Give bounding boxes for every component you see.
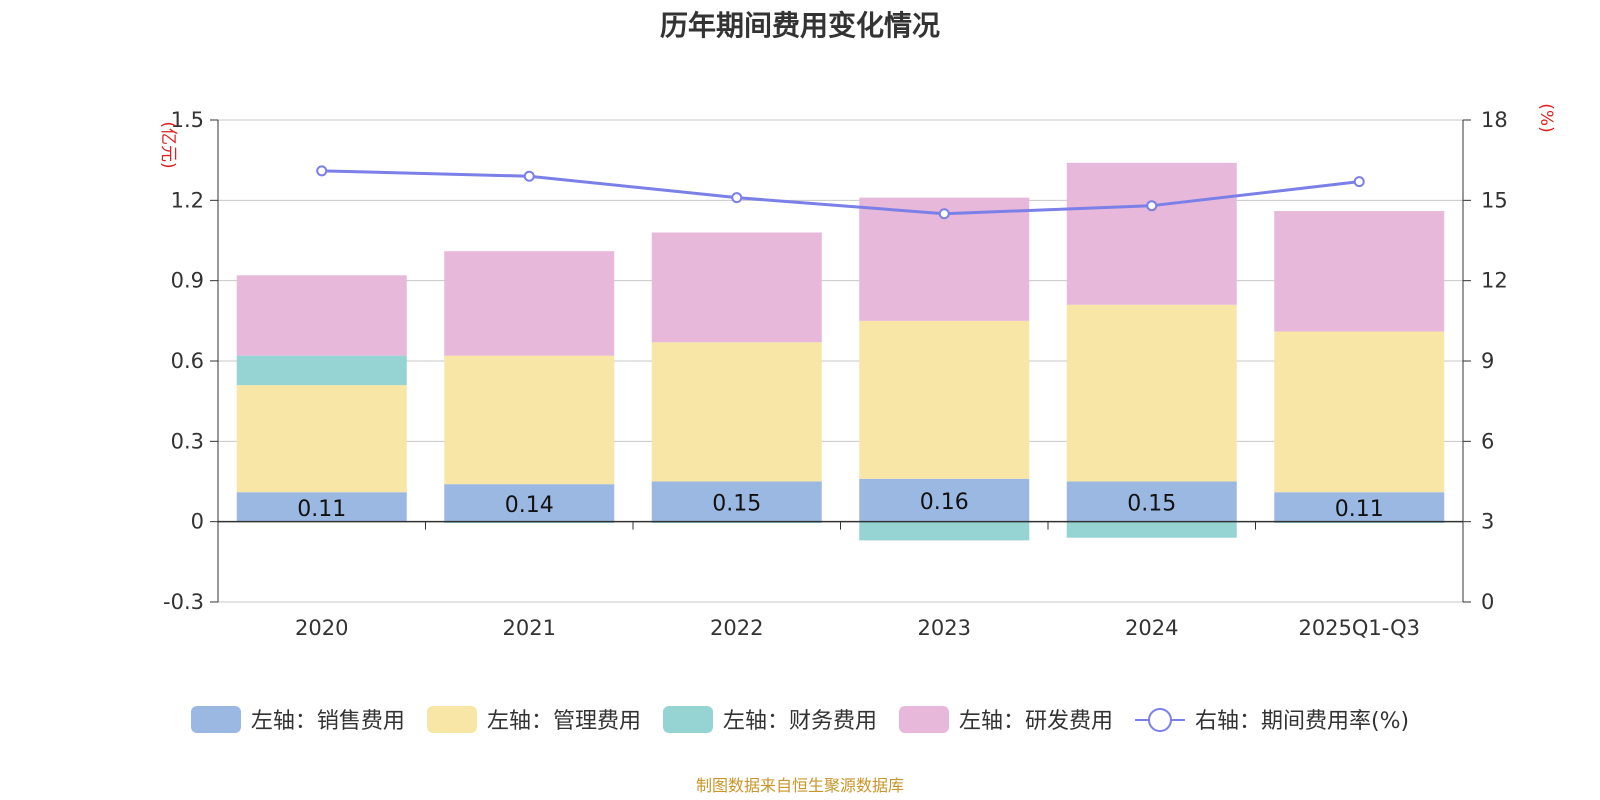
legend-swatch <box>898 705 949 733</box>
label-layer: 0.11 0.14 0.15 0.16 0.15 0.11 <box>297 490 1383 522</box>
right-tick-label: 18 <box>1481 108 1508 132</box>
bar-segment <box>1274 211 1445 332</box>
data-label: 0.14 <box>505 493 554 518</box>
rate-point <box>731 192 743 204</box>
bar-segment <box>236 492 407 522</box>
rate-point <box>1353 176 1365 188</box>
x-tick-label: 2022 <box>710 616 763 640</box>
chart-title: 历年期间费用变化情况 <box>659 9 940 42</box>
left-tick-label: 0.9 <box>171 269 204 293</box>
bar-segment <box>1066 162 1237 305</box>
legend-swatch <box>426 705 477 733</box>
data-label: 0.11 <box>297 497 346 522</box>
source-note: 制图数据来自恒生聚源数据库 <box>695 776 904 795</box>
x-tick-label: 2020 <box>295 616 348 640</box>
left-tick-label: 1.5 <box>171 108 204 132</box>
legend-swatch <box>662 705 713 733</box>
x-tick-label: 2024 <box>1125 616 1178 640</box>
bar-segment <box>236 275 407 356</box>
legend-item[interactable]: 左轴：财务费用 <box>662 703 877 735</box>
rate-point <box>1146 200 1158 212</box>
line-layer <box>316 165 1365 220</box>
legend-label: 左轴：销售费用 <box>250 709 405 734</box>
right-tick-label: 0 <box>1481 590 1494 614</box>
bar-segment <box>1274 492 1445 522</box>
bar-segment <box>444 251 615 356</box>
data-label: 0.15 <box>1127 492 1176 517</box>
left-tick-label: 0.6 <box>171 349 204 373</box>
rate-point <box>316 165 328 177</box>
bar-segment <box>444 484 615 522</box>
right-tick-label: 15 <box>1481 188 1508 212</box>
legend-label: 左轴：财务费用 <box>722 709 877 734</box>
legend-item[interactable]: 右轴：期间费用率(%) <box>1134 703 1410 735</box>
bar-segment <box>651 481 822 522</box>
bar-segment <box>236 385 407 493</box>
x-tick-label: 2023 <box>918 616 971 640</box>
left-tick-label: 1.2 <box>171 188 204 212</box>
legend-swatch <box>190 705 241 733</box>
bar-segment <box>651 232 822 343</box>
bar-segment <box>859 320 1030 479</box>
rate-line <box>321 169 1360 216</box>
legend: 左轴：销售费用 左轴：管理费用 左轴：财务费用 左轴：研发费用 右轴：期间费用率(%) <box>0 703 1600 735</box>
chart-canvas: -0.3 0 0.3 0.6 0.9 1.2 1.5 0 3 6 9 12 15 18 (亿元) (%) 202… <box>158 103 1556 640</box>
axis-layer: -0.3 0 0.3 0.6 0.9 1.2 1.5 0 3 6 9 12 15 18 (亿元) (%) 202… <box>158 103 1556 640</box>
left-tick-label: -0.3 <box>163 590 204 614</box>
right-tick-label: 12 <box>1481 269 1508 293</box>
bar-segment <box>859 521 1030 541</box>
x-tick-label: 2025Q1-Q3 <box>1298 616 1420 640</box>
bar-segment <box>1066 521 1237 538</box>
legend-label: 左轴：研发费用 <box>958 709 1113 734</box>
right-tick-label: 9 <box>1481 349 1494 373</box>
data-label: 0.16 <box>920 490 969 515</box>
data-label: 0.11 <box>1335 497 1384 522</box>
left-tick-label: 0.3 <box>171 429 204 453</box>
bar-segment <box>1274 331 1445 493</box>
right-axis-unit: (%) <box>1536 103 1556 132</box>
rate-point <box>938 208 950 220</box>
legend-label: 右轴：期间费用率(%) <box>1194 709 1410 734</box>
bar-segment <box>236 355 407 386</box>
bar-segment <box>1066 304 1237 482</box>
bar-segment <box>1066 481 1237 522</box>
legend-label: 左轴：管理费用 <box>486 709 641 734</box>
legend-item[interactable]: 左轴：研发费用 <box>898 703 1113 735</box>
data-label: 0.15 <box>712 492 761 517</box>
legend-line-swatch <box>1134 706 1185 733</box>
right-tick-label: 6 <box>1481 429 1494 453</box>
bar-segment <box>651 342 822 482</box>
x-tick-label: 2021 <box>503 616 556 640</box>
bar-segment <box>444 355 615 485</box>
bar-segment <box>859 478 1030 522</box>
rate-point <box>523 170 535 182</box>
legend-item[interactable]: 左轴：销售费用 <box>190 703 405 735</box>
right-tick-label: 3 <box>1481 510 1494 534</box>
left-axis-unit: (亿元) <box>158 121 178 168</box>
left-tick-label: 0 <box>191 510 204 534</box>
bar-layer <box>236 162 1445 541</box>
legend-item[interactable]: 左轴：管理费用 <box>426 703 641 735</box>
